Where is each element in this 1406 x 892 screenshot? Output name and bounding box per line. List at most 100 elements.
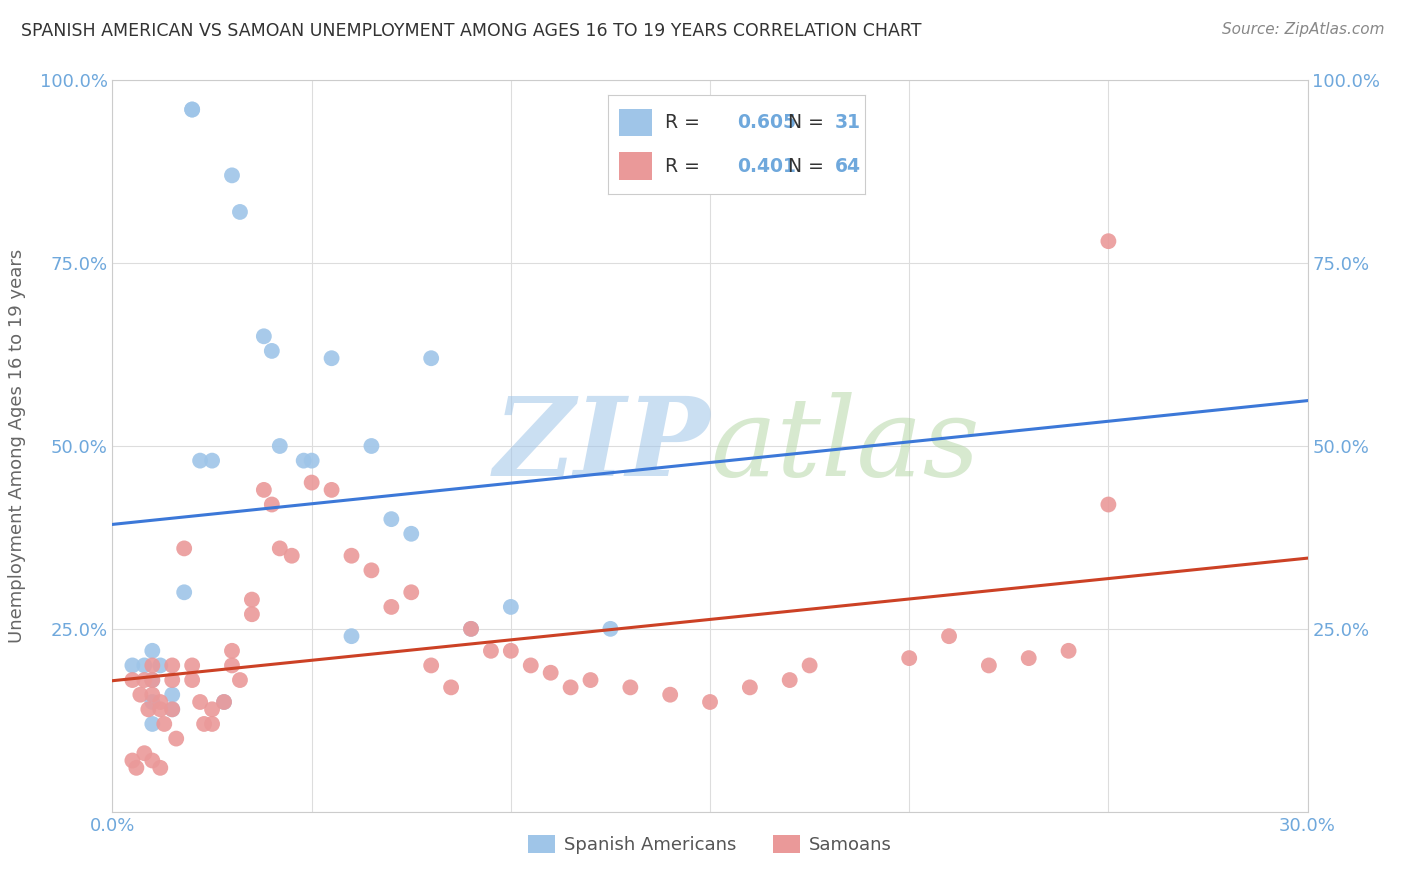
Point — [1057, 644, 1080, 658]
Y-axis label: Unemployment Among Ages 16 to 19 years: Unemployment Among Ages 16 to 19 years — [7, 249, 25, 643]
Point — [479, 644, 502, 658]
Point — [579, 673, 602, 687]
Point — [380, 599, 402, 614]
Point — [240, 607, 263, 622]
Text: Source: ZipAtlas.com: Source: ZipAtlas.com — [1222, 22, 1385, 37]
Point — [134, 658, 156, 673]
Point — [360, 439, 382, 453]
Point — [121, 658, 143, 673]
Point — [269, 439, 291, 453]
Point — [153, 717, 176, 731]
Point — [121, 673, 143, 687]
Point — [173, 541, 195, 556]
Point — [898, 651, 921, 665]
Point — [520, 658, 543, 673]
Point — [380, 512, 402, 526]
Legend: Spanish Americans, Samoans: Spanish Americans, Samoans — [522, 828, 898, 861]
Point — [138, 702, 160, 716]
Point — [599, 622, 621, 636]
Point — [420, 351, 443, 366]
Point — [938, 629, 960, 643]
Point — [738, 681, 761, 695]
Point — [134, 746, 156, 760]
Point — [165, 731, 187, 746]
Point — [181, 103, 204, 117]
Point — [340, 629, 363, 643]
Point — [221, 658, 243, 673]
Point — [201, 453, 224, 467]
Point — [540, 665, 562, 680]
Point — [229, 673, 252, 687]
Point — [129, 688, 152, 702]
Point — [292, 453, 315, 467]
Point — [253, 329, 276, 343]
Point — [340, 549, 363, 563]
Point — [162, 673, 183, 687]
Point — [1097, 498, 1119, 512]
Point — [221, 644, 243, 658]
Point — [240, 592, 263, 607]
Point — [301, 475, 323, 490]
Point — [321, 351, 343, 366]
Point — [141, 658, 163, 673]
Point — [201, 702, 224, 716]
Point — [141, 673, 163, 687]
Point — [188, 453, 211, 467]
Point — [401, 585, 423, 599]
Point — [1097, 234, 1119, 248]
Point — [499, 599, 522, 614]
Point — [141, 695, 163, 709]
Point — [134, 673, 156, 687]
Point — [360, 563, 382, 577]
Point — [173, 585, 195, 599]
Point — [193, 717, 215, 731]
Point — [260, 343, 283, 358]
Point — [141, 688, 163, 702]
Point — [121, 754, 143, 768]
Point — [125, 761, 148, 775]
Point — [162, 702, 183, 716]
Point — [321, 483, 343, 497]
Text: atlas: atlas — [710, 392, 980, 500]
Point — [149, 658, 172, 673]
Point — [659, 688, 682, 702]
Point — [281, 549, 304, 563]
Point — [141, 673, 163, 687]
Point — [1018, 651, 1040, 665]
Point — [141, 644, 163, 658]
Point — [253, 483, 276, 497]
Point — [141, 717, 163, 731]
Point — [269, 541, 291, 556]
Point — [619, 681, 641, 695]
Point — [977, 658, 1000, 673]
Point — [162, 702, 183, 716]
Point — [560, 681, 582, 695]
Point — [420, 658, 443, 673]
Point — [229, 205, 252, 219]
Point — [181, 103, 204, 117]
Point — [440, 681, 463, 695]
Point — [212, 695, 235, 709]
Point — [401, 526, 423, 541]
Point — [162, 688, 183, 702]
Point — [779, 673, 801, 687]
Point — [149, 761, 172, 775]
Point — [181, 658, 204, 673]
Point — [460, 622, 482, 636]
Point — [221, 169, 243, 183]
Point — [188, 695, 211, 709]
Text: ZIP: ZIP — [494, 392, 710, 500]
Point — [201, 717, 224, 731]
Point — [460, 622, 482, 636]
Point — [499, 644, 522, 658]
Point — [162, 658, 183, 673]
Point — [181, 673, 204, 687]
Point — [149, 695, 172, 709]
Point — [212, 695, 235, 709]
Point — [260, 498, 283, 512]
Text: SPANISH AMERICAN VS SAMOAN UNEMPLOYMENT AMONG AGES 16 TO 19 YEARS CORRELATION CH: SPANISH AMERICAN VS SAMOAN UNEMPLOYMENT … — [21, 22, 921, 40]
Point — [141, 754, 163, 768]
Point — [799, 658, 821, 673]
Point — [699, 695, 721, 709]
Point — [301, 453, 323, 467]
